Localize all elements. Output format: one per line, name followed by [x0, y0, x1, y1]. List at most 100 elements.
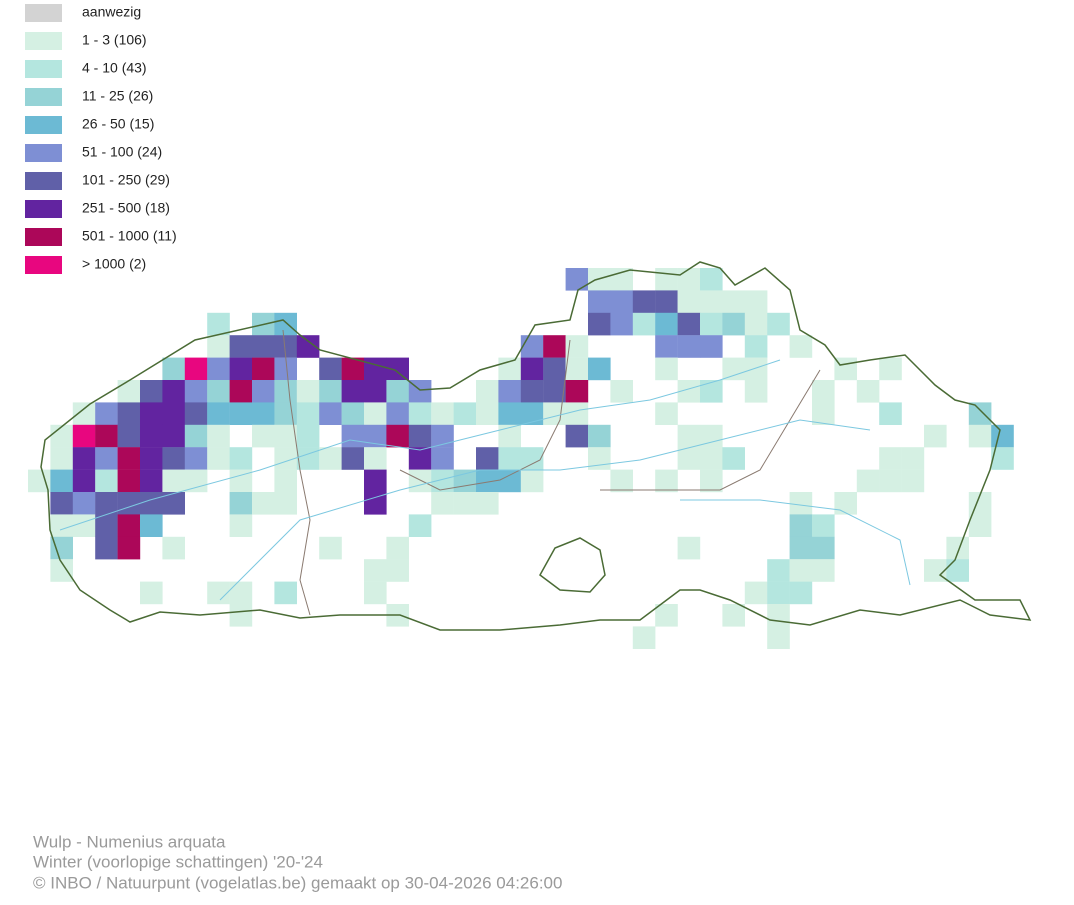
grid-cell	[677, 335, 701, 358]
grid-cell	[140, 380, 163, 403]
grid-cell	[677, 424, 701, 448]
legend-label: aanwezig	[82, 4, 141, 20]
grid-cell	[274, 357, 297, 381]
grid-cell	[341, 424, 365, 448]
legend-swatch	[25, 60, 62, 78]
grid-cell	[296, 424, 320, 448]
legend-swatch	[25, 144, 62, 162]
grid-cell	[946, 536, 969, 560]
grid-cell	[767, 604, 790, 627]
grid-cell	[700, 424, 723, 448]
province-border	[600, 369, 821, 491]
grid-cell	[588, 424, 611, 448]
grid-cell	[700, 469, 723, 493]
grid-cell	[700, 312, 723, 336]
grid-cell	[677, 290, 701, 313]
grid-cell	[184, 447, 208, 470]
grid-cell	[879, 357, 902, 381]
grid-cell	[95, 447, 118, 470]
grid-cell	[28, 469, 51, 493]
grid-cell	[296, 447, 320, 470]
grid-cell	[364, 581, 387, 605]
grid-cell	[565, 402, 589, 425]
grid-cell	[476, 402, 499, 425]
grid-cell	[274, 312, 297, 336]
grid-cell	[207, 447, 230, 470]
legend-swatch	[25, 256, 62, 274]
grid-cell	[229, 380, 253, 403]
grid-cell	[72, 514, 96, 537]
grid-cell	[722, 447, 745, 470]
grid-cell	[252, 402, 275, 425]
grid-cell	[924, 559, 947, 582]
legend-label: > 1000 (2)	[82, 256, 146, 272]
grid-cell	[789, 581, 813, 605]
grid-cell	[319, 447, 342, 470]
grid-cell	[252, 492, 275, 515]
grid-cell	[229, 469, 253, 493]
grid-cell	[476, 492, 499, 515]
grid-cell	[50, 514, 73, 537]
grid-cell	[677, 380, 701, 403]
grid-cell	[543, 335, 566, 358]
grid-cell	[812, 380, 835, 403]
grid-cell	[95, 424, 118, 448]
legend-label: 1 - 3 (106)	[82, 32, 147, 48]
grid-cell	[856, 469, 880, 493]
legend-label: 4 - 10 (43)	[82, 60, 147, 76]
grid-cell	[229, 581, 253, 605]
grid-cell	[879, 402, 902, 425]
grid-cell	[700, 380, 723, 403]
grid-cell	[498, 380, 521, 403]
grid-cell	[162, 424, 185, 448]
grid-cell	[498, 447, 521, 470]
grid-cell	[812, 514, 835, 537]
legend-label: 26 - 50 (15)	[82, 116, 154, 132]
grid-cell	[364, 380, 387, 403]
grid-cell	[700, 290, 723, 313]
legend-swatch	[25, 4, 62, 22]
grid-cell	[565, 380, 589, 403]
grid-cell	[677, 536, 701, 560]
grid-cell	[565, 268, 589, 291]
grid-cell	[655, 268, 678, 291]
grid-cell	[72, 469, 96, 493]
grid-cell	[453, 469, 477, 493]
grid-cell	[901, 469, 925, 493]
grid-cell	[632, 626, 656, 649]
grid-cell	[95, 536, 118, 560]
grid-cell	[431, 424, 454, 448]
river	[680, 499, 911, 586]
grid-cell	[162, 357, 185, 381]
grid-cell	[296, 380, 320, 403]
grid-cell	[274, 581, 297, 605]
grid-cell	[140, 402, 163, 425]
grid-cell	[610, 268, 633, 291]
grid-cell	[341, 447, 365, 470]
grid-cell	[364, 424, 387, 448]
grid-cell	[677, 268, 701, 291]
grid-cell	[117, 514, 141, 537]
grid-cell	[431, 492, 454, 515]
grid-cell	[140, 492, 163, 515]
grid-cell	[162, 469, 185, 493]
grid-cell	[767, 626, 790, 649]
grid-cell	[408, 514, 432, 537]
grid-cell	[543, 357, 566, 381]
grid-cell	[229, 402, 253, 425]
grid-cell	[520, 357, 544, 381]
species-name: Wulp - Numenius arquata	[33, 832, 226, 851]
grid-cell	[453, 492, 477, 515]
grid-cell	[677, 312, 701, 336]
grid-cell	[655, 312, 678, 336]
grid-cell	[386, 559, 409, 582]
legend-swatch	[25, 88, 62, 106]
grid-cell	[117, 447, 141, 470]
grid-cell	[229, 357, 253, 381]
grid-cell	[520, 335, 544, 358]
grid-cell	[655, 357, 678, 381]
grid-cell	[565, 424, 589, 448]
grid-cell	[229, 492, 253, 515]
grid-cell	[543, 380, 566, 403]
grid-cell	[655, 402, 678, 425]
